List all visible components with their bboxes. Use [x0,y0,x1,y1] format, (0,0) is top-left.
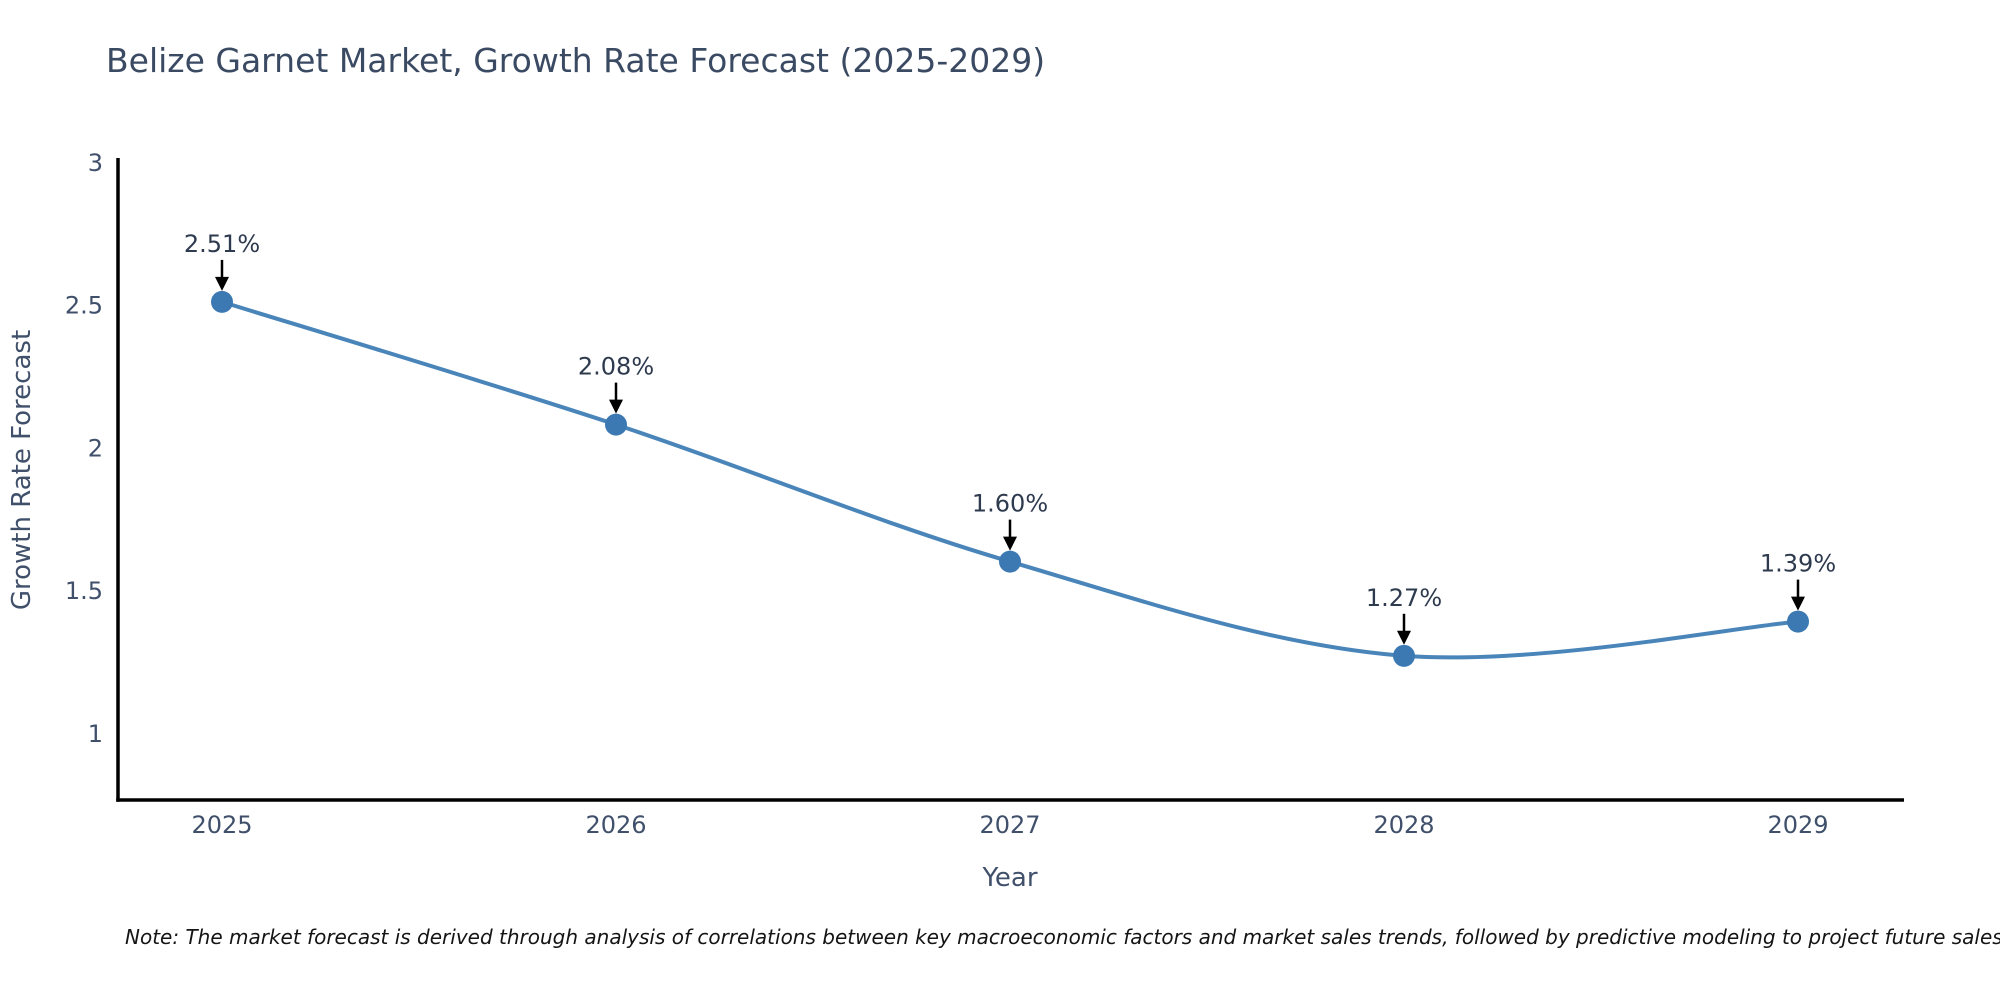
annotation-arrowhead-icon [1397,630,1411,645]
point-value-label: 2.51% [184,230,260,258]
x-tick-label: 2025 [191,811,252,839]
annotation-arrowhead-icon [1791,596,1805,611]
point-value-label: 1.27% [1366,584,1442,612]
data-point-marker [211,290,233,313]
annotation-arrowhead-icon [215,276,229,291]
chart-title: Belize Garnet Market, Growth Rate Foreca… [106,41,1046,80]
data-point-marker [1787,610,1809,633]
y-axis-title: Growth Rate Forecast [7,330,37,610]
annotation-arrowhead-icon [1003,536,1017,551]
series-line [220,299,1800,660]
x-tick-label: 2027 [979,811,1040,839]
x-tick-label: 2029 [1767,811,1828,839]
point-value-label: 2.08% [578,353,654,381]
y-tick-label: 2 [88,434,103,462]
data-point-marker [605,413,627,436]
data-point-marker [1393,644,1415,667]
x-tick-label: 2028 [1373,811,1434,839]
point-value-label: 1.39% [1760,550,1836,578]
y-tick-label: 2.5 [65,292,103,320]
x-axis-title: Year [981,863,1037,893]
point-value-label: 1.60% [972,490,1048,518]
y-tick-label: 1.5 [65,577,103,605]
x-tick-label: 2026 [585,811,646,839]
y-tick-label: 3 [88,149,103,177]
data-point-marker [999,550,1021,573]
footnote: Note: The market forecast is derived thr… [125,925,2000,949]
annotation-arrowhead-icon [609,399,623,414]
y-tick-label: 1 [88,720,103,748]
